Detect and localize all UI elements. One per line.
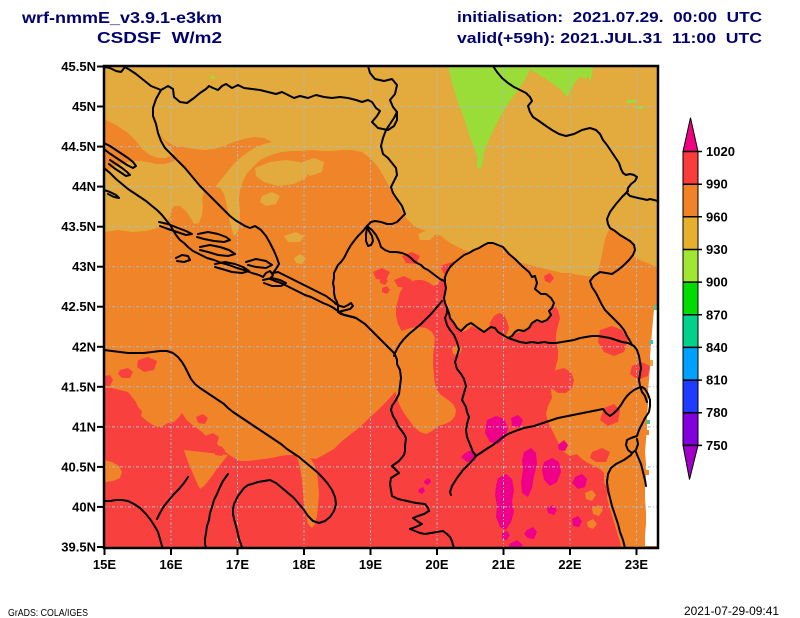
svg-text:1020: 1020 <box>706 144 735 159</box>
svg-text:CSDSF W/m2: CSDSF W/m2 <box>97 30 222 47</box>
svg-text:valid(+59h): 2021.JUL.31 11:0: valid(+59h): 2021.JUL.31 11:00 UTC <box>457 31 763 47</box>
svg-text:41.5N: 41.5N <box>61 379 96 394</box>
svg-text:780: 780 <box>706 405 728 420</box>
svg-text:44.5N: 44.5N <box>61 139 96 154</box>
svg-text:GrADS: COLA/IGES: GrADS: COLA/IGES <box>8 607 88 618</box>
svg-text:42.5N: 42.5N <box>61 299 96 314</box>
svg-text:960: 960 <box>706 209 728 224</box>
svg-text:18E: 18E <box>292 557 315 572</box>
svg-text:wrf-nmmE_v3.9.1-e3km: wrf-nmmE_v3.9.1-e3km <box>21 10 222 27</box>
svg-text:930: 930 <box>706 242 728 257</box>
svg-text:870: 870 <box>706 307 728 322</box>
svg-text:2021-07-29-09:41: 2021-07-29-09:41 <box>684 604 779 618</box>
svg-text:45.5N: 45.5N <box>61 59 96 74</box>
svg-text:19E: 19E <box>359 557 382 572</box>
svg-text:39.5N: 39.5N <box>61 540 96 555</box>
svg-text:990: 990 <box>706 177 728 192</box>
svg-text:43N: 43N <box>72 259 96 274</box>
svg-text:900: 900 <box>706 275 728 290</box>
svg-text:43.5N: 43.5N <box>61 219 96 234</box>
svg-text:750: 750 <box>706 438 728 453</box>
svg-text:41N: 41N <box>72 419 96 434</box>
svg-text:840: 840 <box>706 340 728 355</box>
svg-text:21E: 21E <box>492 557 515 572</box>
svg-text:16E: 16E <box>159 557 182 572</box>
svg-text:23E: 23E <box>625 557 648 572</box>
svg-text:810: 810 <box>706 373 728 388</box>
svg-text:42N: 42N <box>72 339 96 354</box>
svg-text:22E: 22E <box>558 557 581 572</box>
svg-text:initialisation: 2021.07.29.: initialisation: 2021.07.29. 00:00 UTC <box>457 10 763 26</box>
svg-text:15E: 15E <box>93 557 116 572</box>
svg-text:44N: 44N <box>72 179 96 194</box>
svg-text:20E: 20E <box>425 557 448 572</box>
svg-text:17E: 17E <box>226 557 249 572</box>
svg-text:45N: 45N <box>72 99 96 114</box>
svg-text:40N: 40N <box>72 499 96 514</box>
svg-text:40.5N: 40.5N <box>61 459 96 474</box>
